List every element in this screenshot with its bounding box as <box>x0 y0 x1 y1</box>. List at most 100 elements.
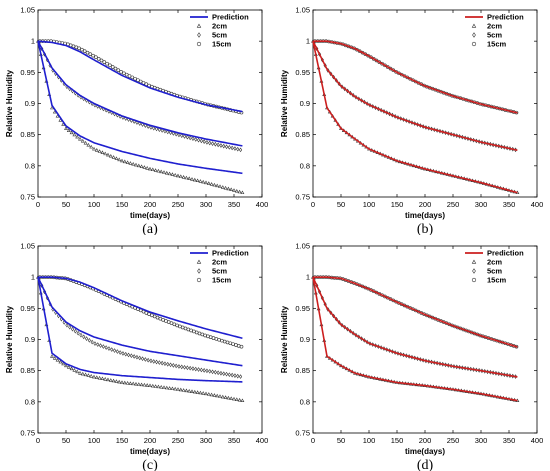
data-point-5cm <box>238 147 243 153</box>
data-point-5cm <box>174 363 178 369</box>
chart-panel-d: 0 50 100 150 200 250 300 350 400 0.75 0.8 0.85 0.9 0.… <box>275 236 550 471</box>
data-point-15cm <box>94 55 98 60</box>
data-point-5cm <box>152 125 156 131</box>
data-point-2cm <box>153 384 158 388</box>
x-tick-label: 150 <box>116 200 129 209</box>
y-tick-label: 0.95 <box>20 68 35 77</box>
data-point-2cm <box>190 389 194 393</box>
data-point-2cm <box>159 384 164 389</box>
data-point-5cm <box>216 142 220 148</box>
data-point-5cm <box>210 141 215 146</box>
legend-label: 5cm <box>212 31 227 40</box>
data-point-5cm <box>157 127 161 133</box>
legend-label: 2cm <box>487 22 502 31</box>
prediction-line-1 <box>312 277 518 402</box>
data-point-5cm <box>143 123 147 128</box>
x-tick-label: 50 <box>62 436 70 445</box>
data-point-5cm <box>216 370 220 376</box>
y-tick-label: 0.85 <box>20 130 35 139</box>
data-point-2cm <box>139 382 144 387</box>
chart-c: 0 50 100 150 200 250 300 350 400 0.75 0.8 0.85 0.9 0.… <box>5 242 268 471</box>
data-point-2cm <box>215 183 220 188</box>
data-point-2cm <box>75 134 80 139</box>
y-axis-label: Relative Humidity <box>280 69 289 137</box>
data-point-5cm <box>185 134 189 140</box>
data-point-5cm <box>199 138 203 144</box>
y-tick-label: 1 <box>31 37 35 46</box>
prediction-line-3 <box>313 40 518 114</box>
data-point-15cm <box>105 61 109 66</box>
x-tick-label: 0 <box>36 200 40 209</box>
prediction-line-3 <box>313 276 518 348</box>
data-point-5cm <box>101 344 105 349</box>
data-point-2cm <box>192 389 197 394</box>
plot-area <box>312 245 538 434</box>
x-tick-label: 50 <box>337 436 345 445</box>
prediction-line-1 <box>37 40 243 175</box>
data-point-2cm <box>66 128 71 132</box>
prediction-line-2 <box>312 276 518 378</box>
data-point-2cm <box>64 363 68 368</box>
data-point-5cm <box>194 137 198 142</box>
data-point-2cm <box>86 142 91 147</box>
x-tick-label: 350 <box>228 200 241 209</box>
y-tick-label: 0.8 <box>300 397 310 406</box>
data-point-15cm <box>119 70 123 74</box>
y-axis-label: Relative Humidity <box>5 69 14 137</box>
data-point-5cm <box>68 324 72 330</box>
data-point-2cm <box>150 167 155 172</box>
data-point-5cm <box>227 145 231 150</box>
y-tick-label: 0.8 <box>25 161 35 170</box>
data-point-2cm <box>150 383 155 388</box>
data-point-2cm <box>72 132 77 137</box>
data-point-2cm <box>159 169 164 174</box>
chart-panel-a: 0 50 100 150 200 250 300 350 400 0.75 0.8 0.85 0.9 0.… <box>0 0 275 236</box>
data-point-5cm <box>182 364 187 370</box>
data-point-5cm <box>90 339 94 345</box>
data-point-5cm <box>118 350 122 355</box>
x-tick-label: 400 <box>531 200 544 209</box>
x-tick-label: 250 <box>447 200 460 209</box>
data-point-5cm <box>73 328 77 334</box>
data-point-15cm <box>122 71 126 76</box>
data-point-2cm <box>92 146 96 151</box>
data-point-2cm <box>108 153 113 158</box>
data-point-2cm <box>164 170 169 175</box>
data-point-2cm <box>75 369 80 374</box>
data-point-2cm <box>220 394 225 399</box>
data-point-2cm <box>164 385 169 390</box>
data-point-2cm <box>78 371 82 375</box>
data-point-2cm <box>184 388 189 393</box>
data-point-5cm <box>224 144 229 150</box>
data-point-2cm <box>64 126 68 130</box>
data-point-15cm <box>88 52 93 56</box>
data-point-5cm <box>152 359 156 364</box>
data-point-5cm <box>166 129 170 135</box>
legend-marker <box>196 259 202 264</box>
legend-marker <box>197 268 201 274</box>
panel-caption: (a) <box>142 222 158 235</box>
data-point-5cm <box>121 351 125 356</box>
x-tick-label: 0 <box>311 436 315 445</box>
legend-marker <box>196 277 202 283</box>
data-point-2cm <box>156 384 161 389</box>
x-tick-label: 50 <box>62 200 70 209</box>
plot-area <box>37 9 263 198</box>
data-point-2cm <box>142 165 147 169</box>
panel-caption: (b) <box>417 222 434 235</box>
y-tick-label: 1 <box>306 37 310 46</box>
data-point-5cm <box>154 359 159 365</box>
x-tick-label: 200 <box>419 200 432 209</box>
data-point-15cm <box>124 72 129 77</box>
data-point-2cm <box>89 374 94 378</box>
y-tick-label: 1 <box>31 273 35 282</box>
x-tick-label: 50 <box>337 200 345 209</box>
legend-label: 2cm <box>212 22 227 31</box>
data-point-2cm <box>206 181 211 185</box>
data-point-2cm <box>106 377 110 382</box>
data-point-2cm <box>218 184 222 188</box>
data-point-2cm <box>234 188 239 193</box>
data-point-2cm <box>97 375 102 380</box>
chart-b: 0 50 100 150 200 250 300 350 400 0.75 0.8 0.85 0.9 0.… <box>280 6 544 236</box>
